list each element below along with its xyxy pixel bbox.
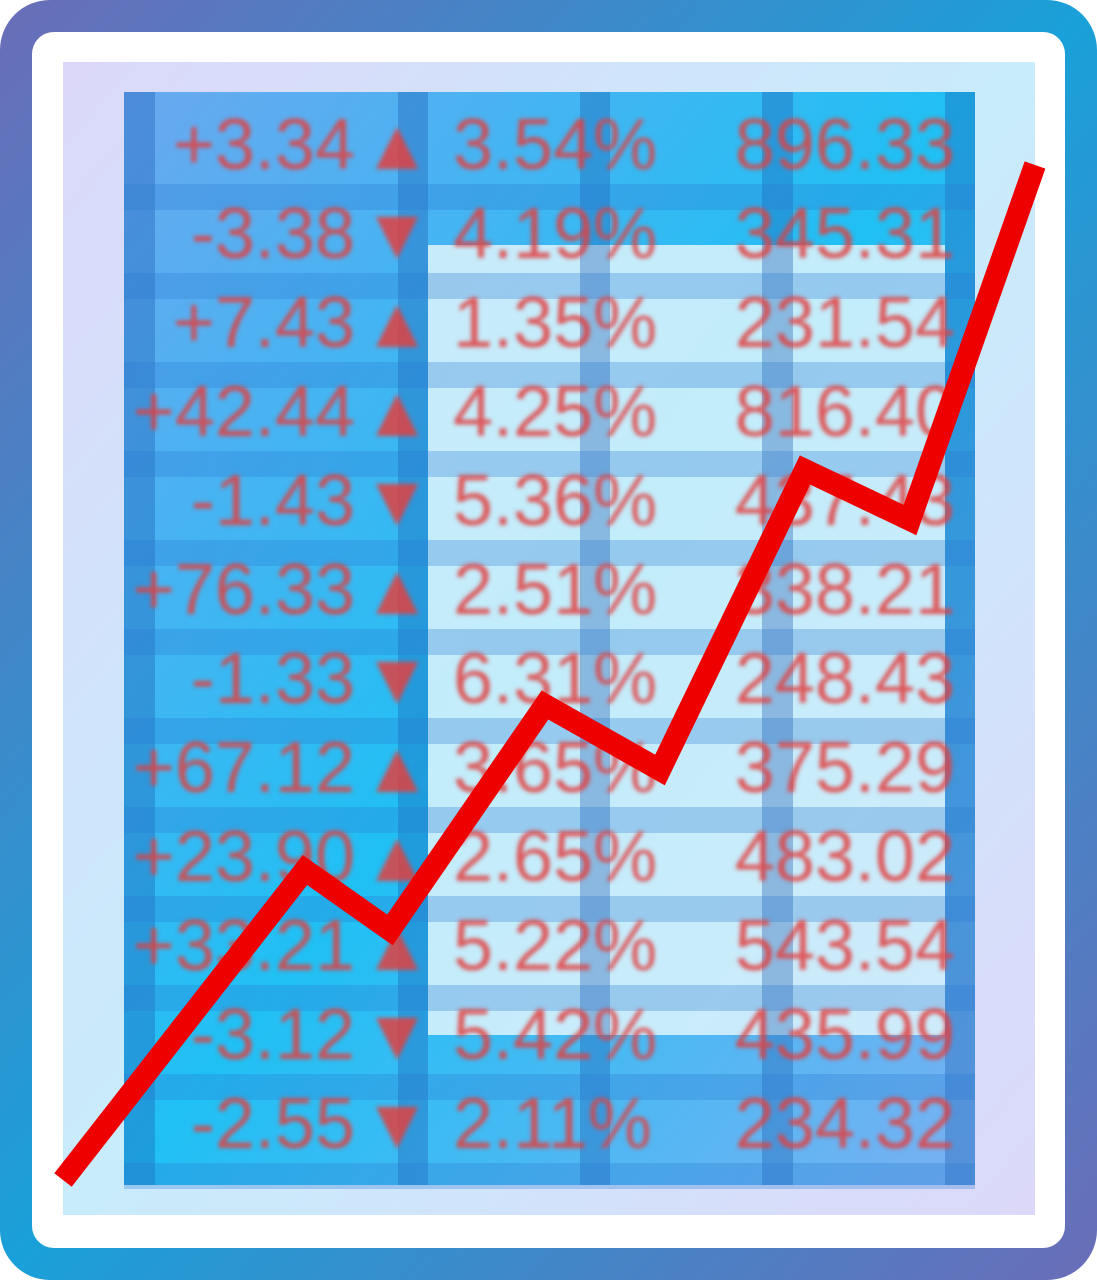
direction: ▲ <box>361 550 432 630</box>
percent: 5.22% <box>453 906 657 986</box>
direction: ▼ <box>361 461 432 541</box>
row-band <box>124 184 975 210</box>
change: -1.43 <box>191 461 355 541</box>
row-band <box>124 540 975 566</box>
price: 435.99 <box>735 995 955 1075</box>
row-band <box>124 985 975 1011</box>
direction: ▼ <box>361 1084 432 1164</box>
row-band <box>124 362 975 388</box>
table-highlight <box>428 245 945 1035</box>
price: 234.32 <box>735 1084 955 1164</box>
price: 896.33 <box>735 105 955 185</box>
trend-line <box>54 161 1046 1187</box>
row-band <box>124 718 975 744</box>
change: -1.33 <box>191 639 355 719</box>
row-band <box>124 273 975 299</box>
price: 231.54 <box>735 283 955 363</box>
direction: ▼ <box>361 194 432 274</box>
direction: ▲ <box>361 372 432 452</box>
percent: 5.36% <box>453 461 657 541</box>
percent: 2.65% <box>453 817 657 897</box>
change: -3.12 <box>191 995 355 1075</box>
direction: ▲ <box>361 728 432 808</box>
percent: 2.51% <box>453 550 657 630</box>
percent: 2.11% <box>453 1084 652 1164</box>
row-band <box>124 807 975 833</box>
row-band <box>124 1163 975 1189</box>
price: 816.40 <box>735 372 955 452</box>
row-band <box>124 1074 975 1100</box>
change: -2.55 <box>191 1084 355 1164</box>
direction: ▼ <box>361 995 432 1075</box>
stripes <box>124 92 975 1185</box>
percent: 4.19% <box>453 194 657 274</box>
price: 543.54 <box>735 906 955 986</box>
change: +76.33 <box>133 550 355 630</box>
price: 483.02 <box>735 817 955 897</box>
percent: 3.54% <box>453 105 657 185</box>
percent: 5.42% <box>453 995 657 1075</box>
price: 248.43 <box>735 639 955 719</box>
row-band <box>124 629 975 655</box>
direction: ▲ <box>361 105 432 185</box>
change: +67.12 <box>133 728 355 808</box>
direction: ▼ <box>361 639 432 719</box>
change: -3.38 <box>191 194 355 274</box>
change: +7.43 <box>173 283 355 363</box>
percent: 1.35% <box>453 283 657 363</box>
percent: 4.25% <box>453 372 657 452</box>
price: 375.29 <box>735 728 955 808</box>
change: +3.34 <box>173 105 355 185</box>
direction: ▲ <box>361 283 432 363</box>
change: +42.44 <box>133 372 355 452</box>
price: 345.31 <box>735 194 955 274</box>
bands <box>124 184 975 1189</box>
